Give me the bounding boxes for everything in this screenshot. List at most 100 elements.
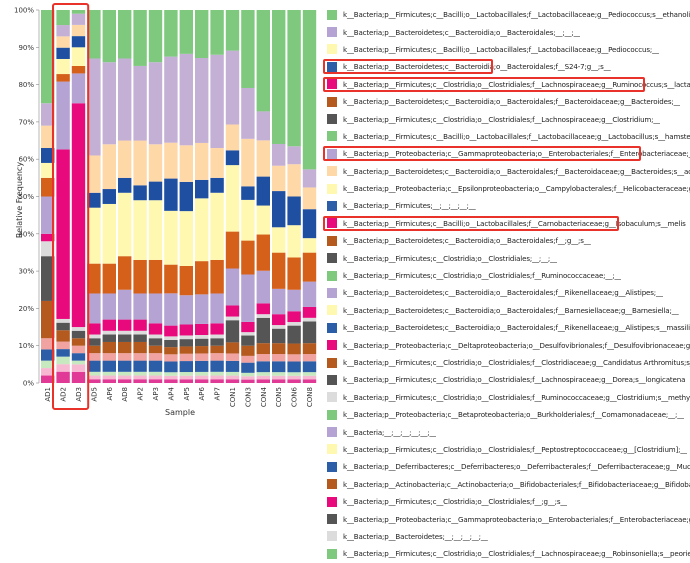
bar-segment: [241, 87, 255, 139]
bar-segment: [118, 371, 132, 376]
bar-segment: [272, 252, 286, 289]
bar-segment: [195, 379, 209, 383]
bar-segment: [41, 338, 55, 350]
legend-item: k__Bacteria;p__Bacteroidetes;c__Bacteroi…: [323, 58, 690, 75]
bar-segment: [272, 354, 286, 362]
legend-swatch: [327, 27, 337, 38]
legend-item: k__Bacteria;p__Firmicutes;c__Clostridia;…: [327, 371, 690, 388]
bar-segment: [87, 192, 101, 208]
x-tick-label: AP7: [214, 387, 222, 400]
bar-segment: [148, 345, 163, 354]
bar-segment: [195, 334, 209, 339]
bars-group: [41, 10, 317, 383]
legend-swatch: [327, 444, 337, 455]
bar-segment: [41, 256, 55, 301]
legend-item: k__Bacteria;p__Actinobacteria;c__Actinob…: [327, 476, 690, 493]
bar-segment: [302, 375, 317, 380]
bar-segment: [210, 334, 224, 339]
bar-segment: [56, 47, 70, 59]
bar-segment: [225, 268, 240, 306]
bar-segment: [133, 140, 147, 186]
bar-segment: [41, 300, 55, 339]
bar-segment: [133, 10, 147, 66]
x-tick-label: CON8: [306, 387, 314, 407]
bar-segment: [133, 65, 147, 141]
legend-label: k__Bacteria;p__Firmicutes;c__Clostridia;…: [343, 375, 686, 385]
bar-segment: [302, 321, 317, 344]
bar-segment: [71, 65, 86, 74]
bar-segment: [272, 143, 286, 166]
bar-segment: [71, 10, 86, 14]
bar-segment: [272, 325, 286, 329]
bar-segment: [102, 10, 116, 63]
legend-label: k__Bacteria;p__Bacteroidetes;c__Bacteroi…: [343, 305, 679, 315]
bar-segment: [256, 140, 270, 177]
bar-segment: [256, 303, 270, 315]
bar-segment: [225, 150, 240, 166]
bar-segment: [71, 73, 86, 104]
bar-segment: [164, 379, 178, 383]
legend-item: k__Bacteria;p__Bacteroidetes;__;__;__;__…: [327, 528, 690, 545]
legend-item: k__Bacteria;p__Proteobacteria;c__Epsilon…: [327, 180, 690, 197]
bar-segment: [256, 270, 270, 304]
bar-segment: [241, 355, 255, 363]
bar-segment: [87, 345, 101, 354]
legend-swatch: [327, 166, 337, 177]
bar-segment: [225, 353, 240, 361]
bar-segment: [272, 227, 286, 253]
legend-item: k__Bacteria;p__Firmicutes;c__Clostridia;…: [323, 76, 690, 93]
bar-segment: [272, 372, 286, 376]
bar-segment: [148, 353, 163, 361]
bar-segment: [164, 339, 178, 348]
bar-segment: [195, 10, 209, 59]
bar-segment: [179, 181, 193, 212]
x-tick-label: AD3: [75, 387, 83, 402]
y-tick-label: 20%: [18, 305, 34, 313]
bar-segment: [164, 336, 178, 340]
bar-segment: [41, 10, 55, 104]
legend-swatch: [327, 287, 337, 298]
bar-segment: [179, 353, 193, 362]
bar-segment: [148, 62, 163, 145]
legend-item: k__Bacteria;p__Firmicutes;c__Bacilli;o__…: [327, 128, 690, 145]
y-tick-label: 0%: [23, 380, 34, 388]
bar-segment: [241, 345, 255, 356]
bar-segment: [118, 334, 132, 342]
bar-segment: [71, 330, 86, 339]
x-tick-label: CON4: [260, 386, 268, 407]
legend-label: k__Bacteria;p__Firmicutes;c__Clostridia;…: [343, 358, 690, 367]
y-axis-label: Relative Frequency: [15, 162, 24, 238]
bar-segment: [272, 379, 286, 383]
bar-segment: [56, 74, 70, 82]
legend-label: k__Bacteria;p__Proteobacteria;c__Gammapr…: [343, 149, 690, 159]
legend-label: k__Bacteria;p__Firmicutes;c__Clostridia;…: [343, 392, 690, 402]
legend-swatch: [327, 514, 337, 525]
legend-label: k__Bacteria;p__Firmicutes;c__Bacilli;o__…: [343, 218, 686, 228]
bar-segment: [210, 259, 224, 294]
x-tick-label: AD5: [90, 387, 98, 402]
bar-segment: [118, 256, 132, 290]
x-tick-label: AP3: [152, 387, 160, 400]
legend-item: k__Bacteria;p__Deferribacteres;c__Deferr…: [327, 458, 690, 475]
legend-label: k__Bacteria;p__Actinobacteria;c__Actinob…: [343, 479, 690, 489]
legend-item: k__Bacteria;p__Firmicutes;c__Clostridia;…: [327, 441, 690, 458]
x-tick-label: CON5: [275, 387, 283, 407]
bar-segment: [148, 144, 163, 182]
bar-segment: [210, 54, 224, 149]
bar-segment: [56, 149, 70, 319]
bar-segment: [225, 342, 240, 354]
legend-item: k__Bacteria;p__Firmicutes;c__Clostridia;…: [327, 493, 690, 510]
bar-segment: [56, 330, 70, 342]
legend-label: k__Bacteria;p__Bacteroidetes;c__Bacteroi…: [343, 97, 681, 107]
bar-segment: [287, 322, 301, 326]
bar-segment: [133, 293, 147, 320]
bar-segment: [210, 375, 224, 380]
bar-segment: [256, 354, 270, 362]
bar-segment: [102, 353, 116, 361]
bar-segment: [256, 375, 270, 380]
bar-segment: [133, 319, 147, 331]
legend-swatch: [327, 409, 337, 420]
legend-item: k__Bacteria;p__Bacteroidetes;c__Bacteroi…: [327, 319, 690, 336]
legend-item: k__Bacteria;p__Bacteroidetes;c__Bacteroi…: [327, 232, 690, 249]
bar-segment: [272, 288, 286, 315]
